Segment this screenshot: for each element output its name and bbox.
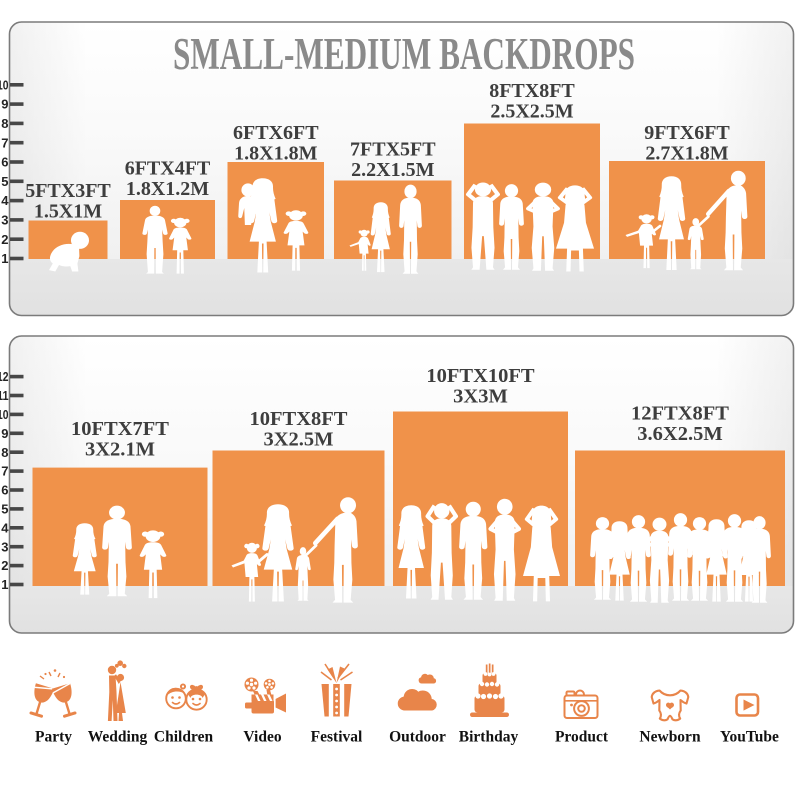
svg-text:3X2.1M: 3X2.1M (85, 439, 155, 461)
svg-text:7: 7 (1, 135, 8, 150)
svg-text:8FTX8FT: 8FTX8FT (489, 80, 575, 102)
svg-text:8: 8 (1, 445, 8, 460)
svg-text:2.2X1.5M: 2.2X1.5M (351, 159, 434, 181)
svg-text:4: 4 (1, 520, 9, 535)
svg-text:SMALL-MEDIUM BACKDROPS: SMALL-MEDIUM BACKDROPS (173, 29, 635, 79)
svg-text:2.7X1.8M: 2.7X1.8M (645, 143, 728, 165)
svg-text:10FTX10FT: 10FTX10FT (426, 365, 535, 387)
svg-text:10FTX8FT: 10FTX8FT (250, 408, 348, 430)
svg-text:Festival: Festival (311, 729, 363, 746)
svg-text:9: 9 (1, 426, 8, 441)
svg-text:3X3M: 3X3M (453, 386, 508, 408)
svg-text:3.6X2.5M: 3.6X2.5M (637, 423, 722, 445)
svg-text:Party: Party (35, 729, 72, 746)
svg-text:5: 5 (1, 174, 8, 189)
svg-text:Birthday: Birthday (459, 729, 519, 746)
svg-text:12: 12 (0, 369, 9, 384)
svg-text:5: 5 (1, 502, 8, 517)
svg-text:10FTX7FT: 10FTX7FT (71, 418, 169, 440)
svg-text:2.5X2.5M: 2.5X2.5M (490, 101, 573, 123)
svg-text:Product: Product (555, 729, 609, 746)
svg-text:2: 2 (1, 232, 8, 247)
svg-text:6FTX6FT: 6FTX6FT (233, 122, 319, 144)
svg-text:12FTX8FT: 12FTX8FT (631, 403, 729, 425)
svg-text:3: 3 (1, 539, 8, 554)
svg-text:2: 2 (1, 558, 8, 573)
svg-text:Outdoor: Outdoor (389, 729, 446, 746)
svg-text:8: 8 (1, 116, 8, 131)
svg-text:Wedding: Wedding (88, 729, 148, 746)
svg-text:3: 3 (1, 213, 8, 228)
svg-text:6: 6 (1, 155, 8, 170)
svg-text:YouTube: YouTube (720, 729, 779, 746)
svg-text:1: 1 (1, 577, 8, 592)
svg-text:10: 10 (0, 407, 9, 422)
svg-text:9FTX6FT: 9FTX6FT (644, 122, 730, 144)
svg-text:1.5X1M: 1.5X1M (34, 201, 102, 223)
svg-text:4: 4 (1, 193, 9, 208)
svg-text:6: 6 (1, 483, 8, 498)
svg-text:1: 1 (1, 251, 8, 266)
svg-text:7FTX5FT: 7FTX5FT (350, 139, 436, 161)
svg-text:11: 11 (0, 388, 9, 403)
svg-text:7: 7 (1, 464, 8, 479)
svg-text:9: 9 (1, 97, 8, 112)
svg-text:1.8X1.2M: 1.8X1.2M (126, 178, 209, 200)
svg-text:6FTX4FT: 6FTX4FT (125, 158, 211, 180)
svg-text:Children: Children (154, 729, 214, 746)
svg-text:10: 10 (0, 77, 9, 92)
svg-text:Video: Video (243, 729, 281, 746)
svg-text:Newborn: Newborn (639, 729, 701, 746)
svg-text:5FTX3FT: 5FTX3FT (25, 180, 111, 202)
svg-text:1.8X1.8M: 1.8X1.8M (234, 143, 317, 165)
svg-text:3X2.5M: 3X2.5M (263, 429, 333, 451)
